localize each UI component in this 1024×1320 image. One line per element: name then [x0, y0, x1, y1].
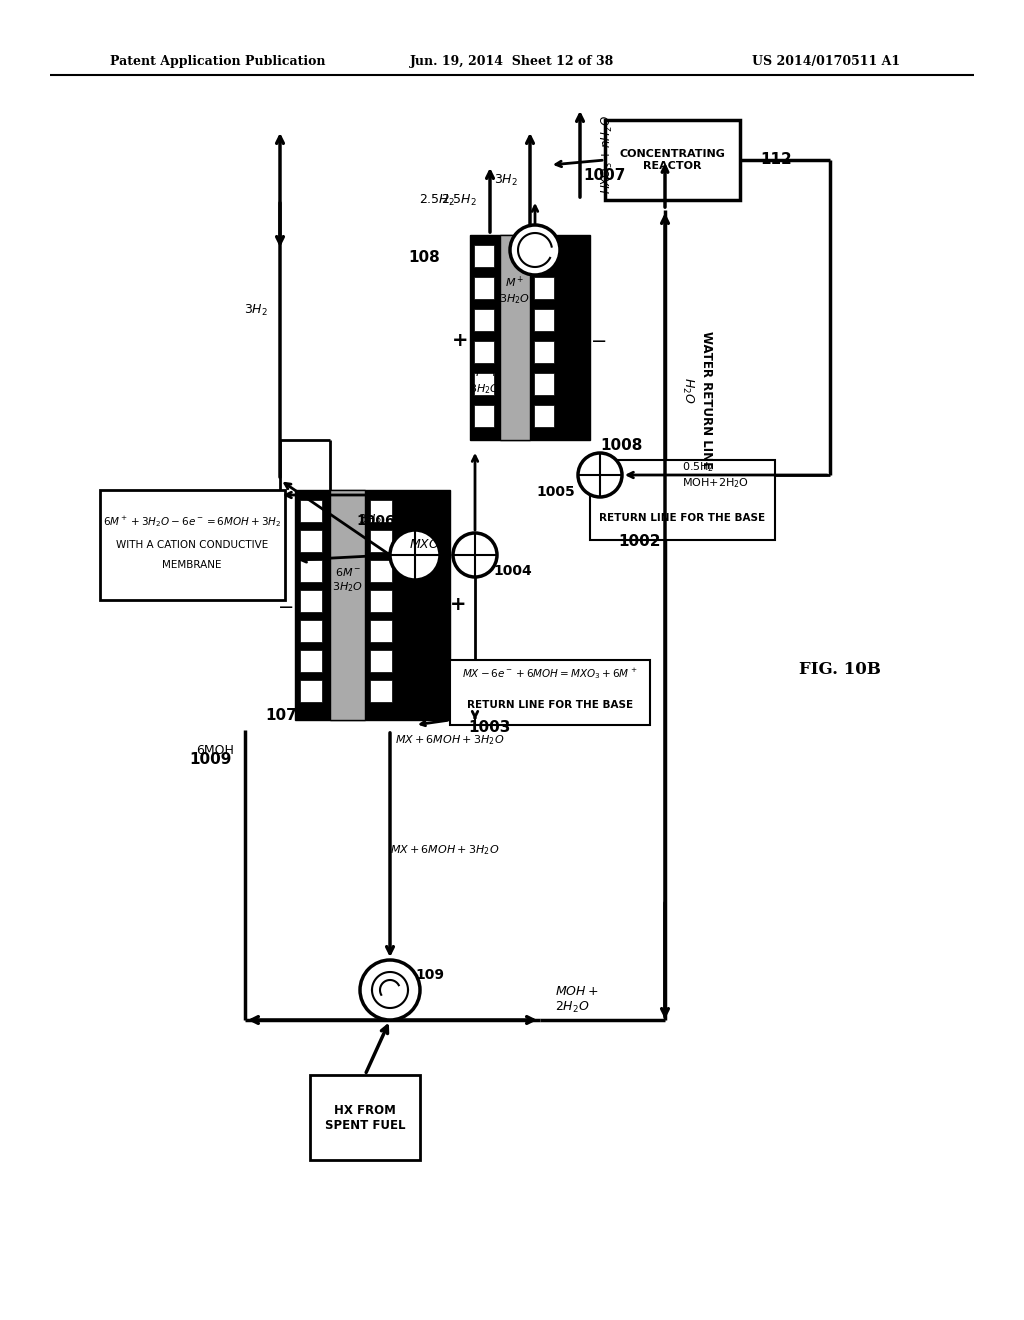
Bar: [500, 235, 530, 440]
Text: $MX+6MOH+3H_2O$: $MX+6MOH+3H_2O$: [395, 733, 505, 747]
Text: 1005: 1005: [537, 484, 575, 499]
Text: 1004: 1004: [493, 564, 531, 578]
Circle shape: [510, 224, 560, 275]
Bar: [370, 620, 392, 642]
Text: $HXO_3+nH_2O$: $HXO_3+nH_2O$: [600, 116, 615, 194]
Bar: [534, 374, 554, 395]
Bar: [300, 649, 322, 672]
Text: 6MOH: 6MOH: [197, 743, 234, 756]
Text: Jun. 19, 2014  Sheet 12 of 38: Jun. 19, 2014 Sheet 12 of 38: [410, 55, 614, 69]
Bar: [370, 560, 392, 582]
Bar: [100, 490, 285, 601]
Text: $M^+$
$3H_2O$: $M^+$ $3H_2O$: [500, 275, 530, 305]
Text: 112: 112: [760, 153, 792, 168]
Bar: [300, 560, 322, 582]
Text: $MX - 6e^- + 6MOH = MXO_3 + 6M^+$: $MX - 6e^- + 6MOH = MXO_3 + 6M^+$: [462, 667, 638, 681]
Text: $MOH+$
$2H_2O$: $MOH+$ $2H_2O$: [555, 985, 599, 1015]
Bar: [474, 277, 494, 300]
Text: WATER RETURN LINE: WATER RETURN LINE: [700, 331, 713, 469]
Text: 1009: 1009: [189, 752, 232, 767]
Circle shape: [390, 531, 440, 579]
Bar: [470, 235, 500, 440]
Bar: [300, 590, 322, 612]
Text: FIG. 10B: FIG. 10B: [799, 661, 881, 678]
Bar: [410, 490, 445, 719]
Text: $H^+$+
$3H_2O$: $H^+$+ $3H_2O$: [469, 364, 501, 396]
Bar: [295, 490, 450, 719]
Bar: [530, 235, 560, 440]
Bar: [300, 531, 322, 552]
Bar: [605, 120, 740, 201]
Text: 1006: 1006: [356, 513, 395, 528]
Bar: [560, 235, 590, 440]
Text: 1007: 1007: [583, 168, 626, 182]
Bar: [534, 277, 554, 300]
Text: +: +: [452, 330, 468, 350]
Text: RETURN LINE FOR THE BASE: RETURN LINE FOR THE BASE: [599, 513, 765, 523]
Text: 1003: 1003: [469, 721, 511, 735]
Text: +: +: [450, 595, 466, 615]
Bar: [300, 500, 322, 521]
Text: 1002: 1002: [618, 535, 660, 549]
Text: $-$: $-$: [276, 595, 293, 615]
Bar: [534, 405, 554, 426]
Bar: [300, 620, 322, 642]
Bar: [365, 490, 410, 719]
Bar: [474, 374, 494, 395]
Bar: [370, 649, 392, 672]
Text: RETURN LINE FOR THE BASE: RETURN LINE FOR THE BASE: [467, 700, 633, 710]
Text: $6M^-$
$3H_2O$: $6M^-$ $3H_2O$: [333, 566, 364, 594]
Bar: [590, 459, 775, 540]
Text: $2.5H_2$: $2.5H_2$: [441, 193, 477, 207]
Circle shape: [360, 960, 420, 1020]
Text: $3H_2$: $3H_2$: [358, 512, 382, 528]
Bar: [474, 405, 494, 426]
Text: $2.5H_2$: $2.5H_2$: [419, 193, 455, 207]
Bar: [534, 246, 554, 267]
Text: 109: 109: [415, 968, 444, 982]
Bar: [370, 500, 392, 521]
Circle shape: [578, 453, 622, 498]
Circle shape: [453, 533, 497, 577]
Bar: [470, 235, 590, 440]
Bar: [310, 1074, 420, 1160]
Text: $3H_2$: $3H_2$: [494, 173, 518, 187]
Text: $6M^+ + 3H_2O - 6e^- = 6MOH + 3H_2$: $6M^+ + 3H_2O - 6e^- = 6MOH + 3H_2$: [102, 515, 282, 529]
Bar: [474, 309, 494, 331]
Text: HX FROM
SPENT FUEL: HX FROM SPENT FUEL: [325, 1104, 406, 1133]
Bar: [534, 309, 554, 331]
Text: $3H_2$: $3H_2$: [244, 302, 268, 318]
Text: Patent Application Publication: Patent Application Publication: [110, 55, 326, 69]
Bar: [370, 531, 392, 552]
Bar: [474, 341, 494, 363]
Text: WITH A CATION CONDUCTIVE: WITH A CATION CONDUCTIVE: [116, 540, 268, 550]
Text: $H_2O$: $H_2O$: [680, 376, 695, 404]
Bar: [450, 660, 650, 725]
Bar: [295, 490, 330, 719]
Text: $MXO_3$: $MXO_3$: [409, 537, 445, 553]
Bar: [474, 246, 494, 267]
Bar: [370, 680, 392, 702]
Text: 0.5H$_2$
MOH+2H$_2$O: 0.5H$_2$ MOH+2H$_2$O: [682, 461, 749, 490]
Text: 1008: 1008: [600, 437, 642, 453]
Bar: [534, 341, 554, 363]
Text: $MX+6MOH+3H_2O$: $MX+6MOH+3H_2O$: [390, 843, 500, 857]
Text: $-$: $-$: [590, 330, 606, 350]
Text: 108: 108: [409, 251, 440, 265]
Bar: [370, 590, 392, 612]
Bar: [330, 490, 365, 719]
Text: MEMBRANE: MEMBRANE: [162, 560, 222, 570]
Text: US 2014/0170511 A1: US 2014/0170511 A1: [752, 55, 900, 69]
Bar: [300, 680, 322, 702]
Text: CONCENTRATING
REACTOR: CONCENTRATING REACTOR: [620, 149, 725, 170]
Text: 107: 107: [265, 708, 297, 722]
